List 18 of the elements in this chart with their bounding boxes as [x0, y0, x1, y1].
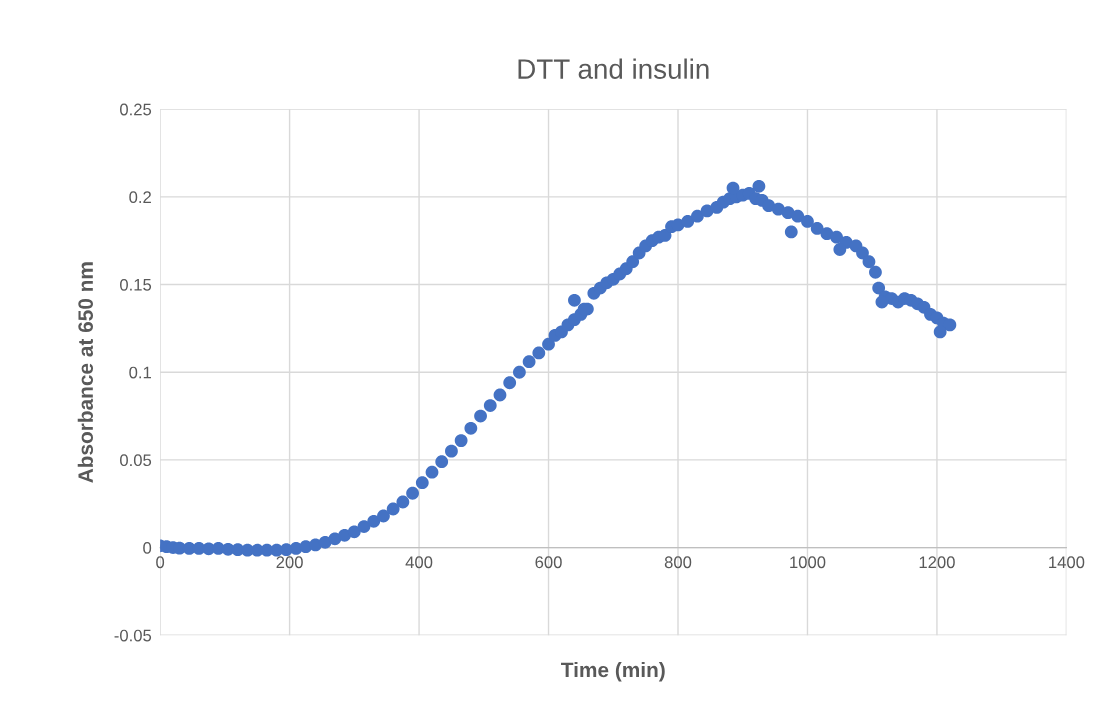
- x-tick-label: 1000: [790, 556, 826, 569]
- x-tick-label: 1200: [919, 556, 955, 569]
- x-tick-label: 800: [664, 556, 692, 569]
- x-tick-label: 0: [156, 556, 165, 569]
- y-tick-label: 0: [143, 541, 152, 554]
- y-tick-label: 0.1: [129, 366, 151, 379]
- y-tick-label: 0.2: [129, 191, 151, 204]
- x-tick-label: 1400: [1049, 556, 1085, 569]
- x-tick-label: 600: [535, 556, 562, 569]
- y-tick-label: -0.05: [114, 629, 152, 642]
- y-tick-label: 0.05: [120, 454, 152, 467]
- x-axis-title: Time (min): [561, 662, 665, 682]
- x-tick-label: 400: [405, 556, 433, 569]
- chart-title: DTT and insulin: [518, 58, 709, 79]
- y-tick-label: 0.15: [120, 278, 152, 291]
- y-tick-label: 0.25: [120, 103, 152, 116]
- y-axis-title: Absorbance at 650 nm: [77, 262, 94, 483]
- x-tick-label: 200: [276, 556, 303, 569]
